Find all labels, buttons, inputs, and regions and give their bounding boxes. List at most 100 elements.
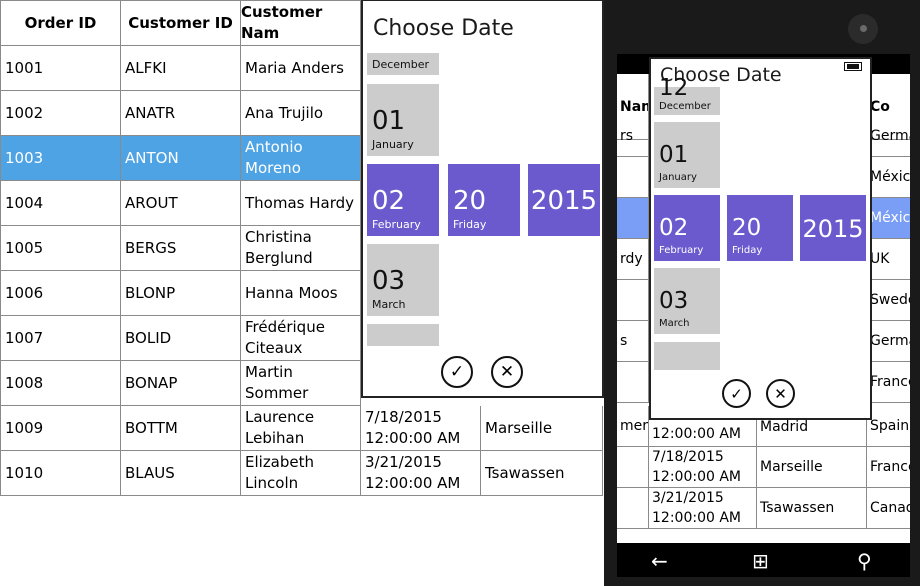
cell-country[interactable]: Germa <box>867 321 910 362</box>
cell-order-date[interactable]: 7/18/2015 12:00:00 AM <box>361 406 481 451</box>
cell-customer-name[interactable]: Maria Anders <box>241 46 361 91</box>
month-number: 02 <box>372 186 406 216</box>
cell-ship-city[interactable]: Tsawassen <box>481 451 603 496</box>
cell-country[interactable]: Méxic <box>867 198 910 239</box>
cell-customer-name[interactable]: Frédérique Citeaux <box>241 316 361 361</box>
cell-customer-name[interactable]: Ana Trujilo <box>241 91 361 136</box>
close-icon: ✕ <box>774 384 787 403</box>
cell-order-id[interactable]: 1008 <box>0 361 121 406</box>
phone-nav-bar: ← ⊞ ⚲ <box>617 543 910 577</box>
cancel-button[interactable]: ✕ <box>766 379 795 408</box>
cell-order-id[interactable]: 1006 <box>0 271 121 316</box>
cell-customer-id[interactable]: ALFKI <box>121 46 241 91</box>
cell-customer-name[interactable]: s <box>617 321 649 362</box>
cell-customer-name[interactable] <box>617 280 649 321</box>
cell-customer-name[interactable]: Martin Sommer <box>241 361 361 406</box>
cell-customer-id[interactable]: ANTON <box>121 136 241 181</box>
cell-customer-name[interactable] <box>617 488 649 529</box>
cell-ship-city[interactable]: Tsawassen <box>757 488 867 529</box>
cell-customer-name[interactable]: Laurence Lebihan <box>241 406 361 451</box>
back-icon[interactable]: ← <box>651 549 668 573</box>
cell-country[interactable]: Spain <box>867 406 910 447</box>
header-customer-name[interactable]: Nam <box>617 74 649 140</box>
month-tile-march[interactable]: 03 March <box>654 268 720 334</box>
cell-customer-name[interactable] <box>617 447 649 488</box>
cell-ship-city[interactable]: Madrid <box>757 406 867 447</box>
cell-customer-name[interactable]: Antonio Moreno <box>241 136 361 181</box>
ok-button[interactable]: ✓ <box>722 379 751 408</box>
cell-country[interactable]: Germa <box>867 116 910 157</box>
cell-customer-name[interactable] <box>617 198 649 239</box>
cell-customer-id[interactable]: BOTTM <box>121 406 241 451</box>
cell-customer-name[interactable]: rdy <box>617 239 649 280</box>
month-label: January <box>372 138 414 151</box>
day-tile-selected[interactable]: 20 Friday <box>727 195 793 261</box>
day-tile-selected[interactable]: 20 Friday <box>448 164 520 236</box>
windows-start-icon[interactable]: ⊞ <box>752 549 769 573</box>
month-tile-february-selected[interactable]: 02 February <box>654 195 720 261</box>
month-label: February <box>659 245 704 256</box>
header-customer-id[interactable]: Customer ID <box>121 0 241 46</box>
cell-customer-id[interactable]: BLONP <box>121 271 241 316</box>
cell-customer-id[interactable]: BERGS <box>121 226 241 271</box>
cell-order-date[interactable]: 7/18/2015 12:00:00 AM <box>649 447 757 488</box>
cell-customer-name[interactable] <box>617 362 649 403</box>
search-icon[interactable]: ⚲ <box>857 549 872 573</box>
year-number: 2015 <box>802 215 864 243</box>
month-tile-march[interactable]: 03 March <box>367 244 439 316</box>
day-label: Friday <box>732 245 763 256</box>
year-tile-selected[interactable]: 2015 <box>528 164 600 236</box>
cell-order-id[interactable]: 1003 <box>0 136 121 181</box>
month-label: March <box>372 298 406 311</box>
cell-order-date[interactable]: 12:00:00 AM <box>649 406 757 447</box>
cell-order-id[interactable]: 1005 <box>0 226 121 271</box>
month-label: February <box>372 218 421 231</box>
cell-customer-name[interactable]: Christina Berglund <box>241 226 361 271</box>
month-tile-february-selected[interactable]: 02 February <box>367 164 439 236</box>
picker-title: Choose Date <box>660 64 782 86</box>
month-number: 01 <box>372 106 406 136</box>
month-tile-april[interactable] <box>654 342 720 370</box>
cell-order-id[interactable]: 1002 <box>0 91 121 136</box>
cell-customer-id[interactable]: BLAUS <box>121 451 241 496</box>
day-number: 20 <box>453 186 487 216</box>
month-tile-december[interactable]: 12 December <box>654 75 720 115</box>
cell-ship-city[interactable]: Marseille <box>481 406 603 451</box>
cell-customer-id[interactable]: AROUT <box>121 181 241 226</box>
cell-country[interactable]: France <box>867 362 910 403</box>
cell-order-date[interactable]: 3/21/2015 12:00:00 AM <box>361 451 481 496</box>
cell-order-id[interactable]: 1001 <box>0 46 121 91</box>
cell-order-id[interactable]: 1010 <box>0 451 121 496</box>
picker-title: Choose Date <box>373 16 514 41</box>
month-tile-january[interactable]: 01 January <box>654 122 720 188</box>
header-customer-name[interactable]: Customer Nam <box>241 0 361 46</box>
cell-ship-city[interactable]: Marseille <box>757 447 867 488</box>
cell-country[interactable]: UK <box>867 239 910 280</box>
cell-order-id[interactable]: 1004 <box>0 181 121 226</box>
cell-country[interactable]: France <box>867 447 910 488</box>
month-label: December <box>372 58 430 71</box>
cancel-button[interactable]: ✕ <box>491 356 523 388</box>
cell-customer-name[interactable]: rs <box>617 116 649 157</box>
cell-customer-id[interactable]: BOLID <box>121 316 241 361</box>
cell-customer-id[interactable]: BONAP <box>121 361 241 406</box>
header-country[interactable]: Co <box>867 74 910 140</box>
ok-button[interactable]: ✓ <box>441 356 473 388</box>
cell-country[interactable]: Méxic <box>867 157 910 198</box>
cell-order-date[interactable]: 3/21/2015 12:00:00 AM <box>649 488 757 529</box>
month-tile-january[interactable]: 01 January <box>367 84 439 156</box>
cell-country[interactable]: Swede <box>867 280 910 321</box>
cell-customer-name[interactable]: Hanna Moos <box>241 271 361 316</box>
cell-customer-id[interactable]: ANATR <box>121 91 241 136</box>
year-tile-selected[interactable]: 2015 <box>800 195 866 261</box>
cell-country[interactable]: Canad <box>867 488 910 529</box>
cell-customer-name[interactable]: mer <box>617 406 649 447</box>
cell-customer-name[interactable] <box>617 157 649 198</box>
header-order-id[interactable]: Order ID <box>0 0 121 46</box>
cell-order-id[interactable]: 1009 <box>0 406 121 451</box>
cell-order-id[interactable]: 1007 <box>0 316 121 361</box>
cell-customer-name[interactable]: Elizabeth Lincoln <box>241 451 361 496</box>
cell-customer-name[interactable]: Thomas Hardy <box>241 181 361 226</box>
month-tile-april[interactable] <box>367 324 439 346</box>
month-tile-december[interactable]: December <box>367 53 439 75</box>
